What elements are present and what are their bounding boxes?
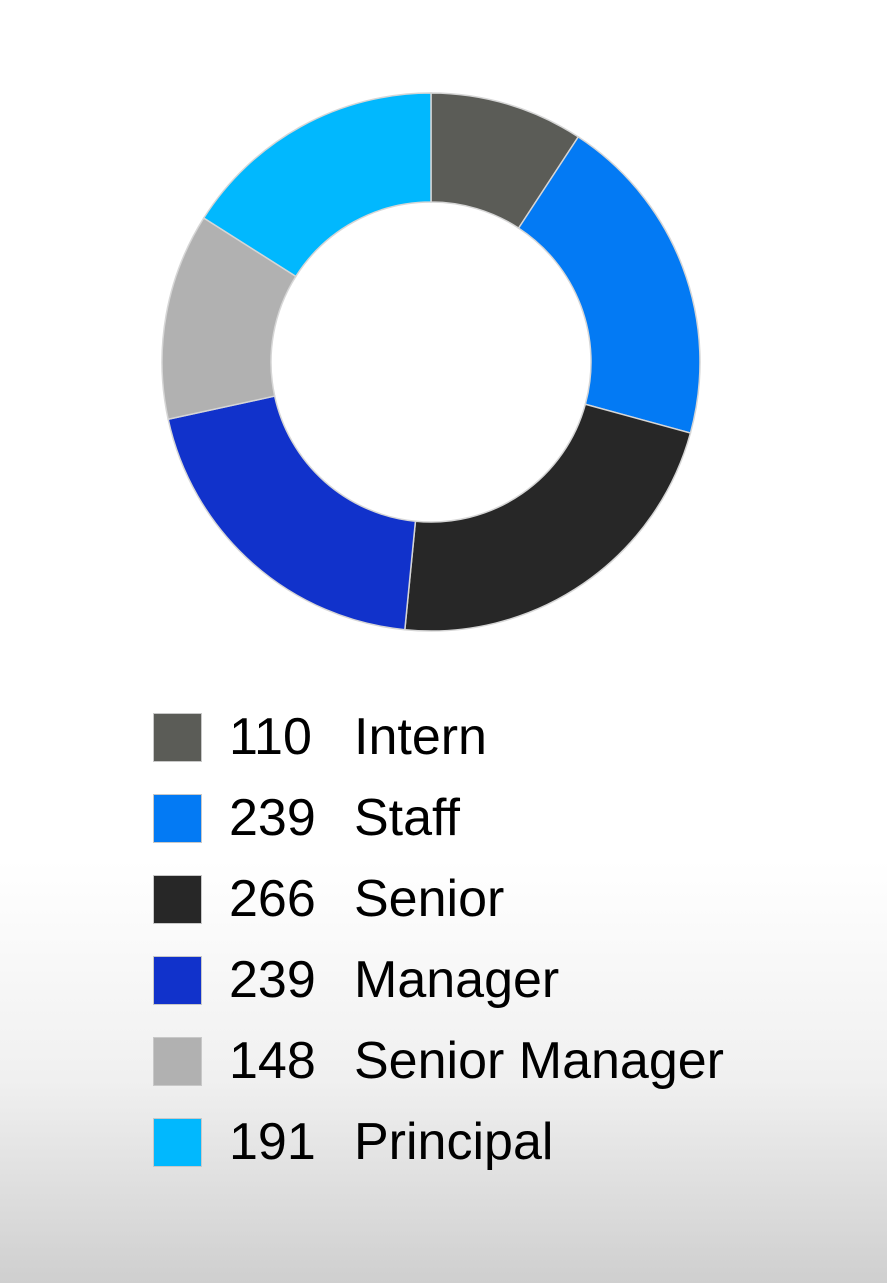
donut-segment-manager	[167, 395, 417, 631]
legend-swatch	[153, 1118, 202, 1167]
legend-value: 110	[229, 708, 312, 766]
legend-swatch	[153, 875, 202, 924]
legend-label: Manager	[354, 951, 560, 1009]
legend-swatch	[153, 1037, 202, 1086]
legend-swatch	[153, 794, 202, 843]
donut-segment-senior	[404, 403, 692, 632]
legend-label: Senior	[354, 870, 505, 928]
donut-segment-staff	[517, 135, 701, 434]
legend-label: Intern	[354, 708, 487, 766]
legend-label: Senior Manager	[354, 1032, 724, 1090]
legend-swatch	[153, 956, 202, 1005]
donut-chart	[161, 92, 701, 632]
legend-label: Principal	[354, 1113, 554, 1171]
legend-value: 148	[229, 1032, 316, 1090]
legend-value: 266	[229, 870, 316, 928]
legend-value: 239	[229, 951, 316, 1009]
legend-value: 191	[229, 1113, 316, 1171]
legend-swatch	[153, 713, 202, 762]
legend-label: Staff	[354, 789, 461, 847]
legend-value: 239	[229, 789, 316, 847]
donut-segment-principal	[202, 92, 432, 278]
